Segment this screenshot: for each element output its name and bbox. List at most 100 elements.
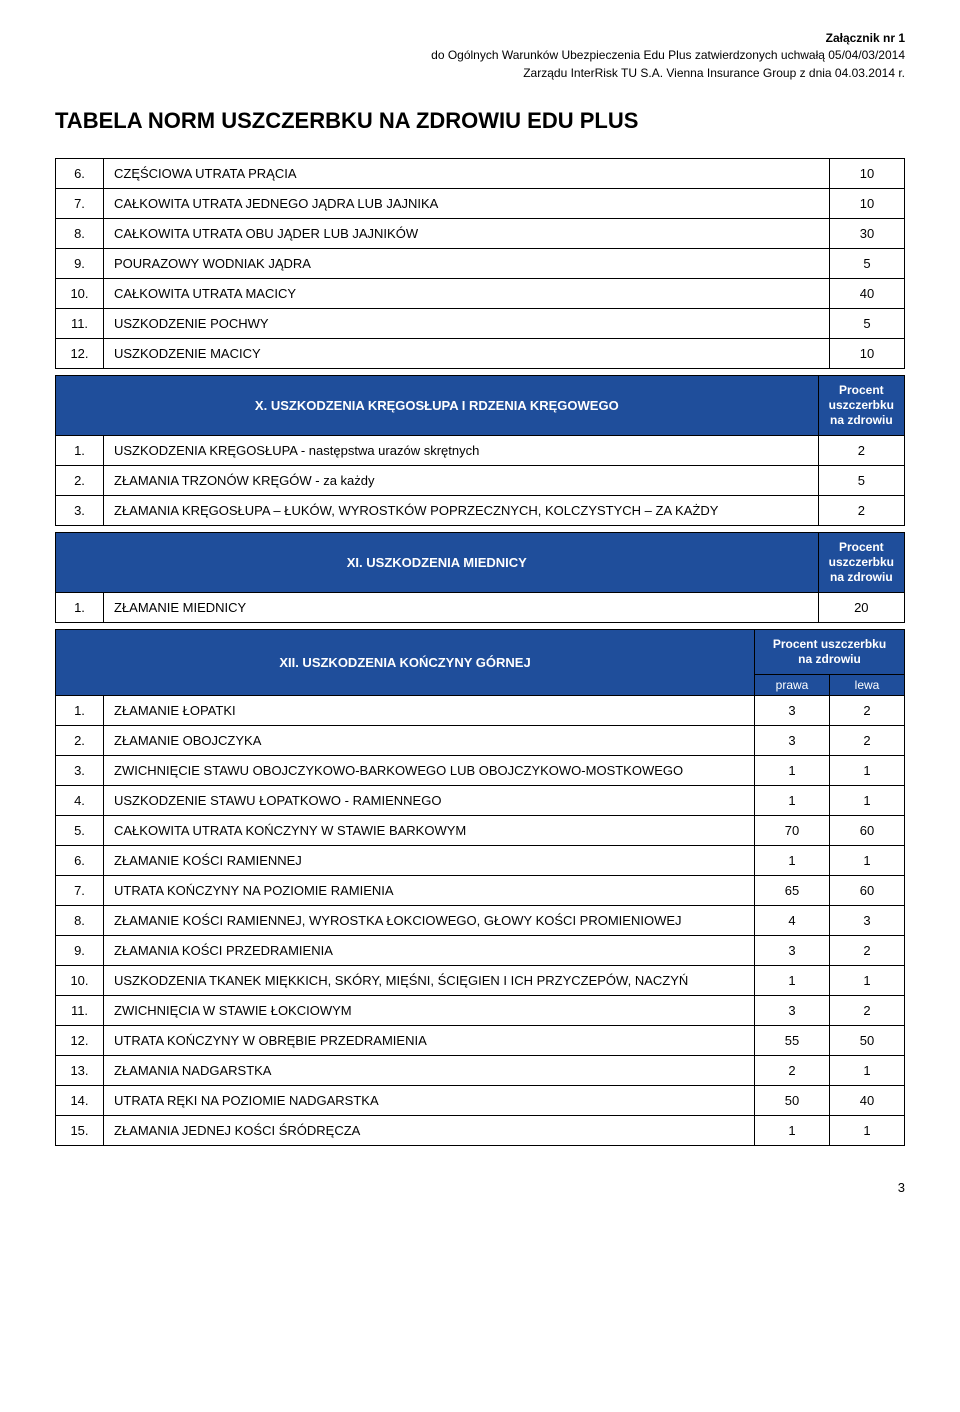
row-text: USZKODZENIA KRĘGOSŁUPA - następstwa uraz… <box>104 436 819 466</box>
row-value-lewa: 1 <box>830 846 905 876</box>
row-text: CAŁKOWITA UTRATA KOŃCZYNY W STAWIE BARKO… <box>104 816 755 846</box>
row-index: 8. <box>56 219 104 249</box>
row-text: CAŁKOWITA UTRATA JEDNEGO JĄDRA LUB JAJNI… <box>104 189 830 219</box>
row-index: 8. <box>56 906 104 936</box>
row-value-prawa: 70 <box>755 816 830 846</box>
row-value-prawa: 65 <box>755 876 830 906</box>
table-row: 14.UTRATA RĘKI NA POZIOMIE NADGARSTKA504… <box>56 1086 905 1116</box>
row-text: ZŁAMANIA KRĘGOSŁUPA – ŁUKÓW, WYROSTKÓW P… <box>104 496 819 526</box>
row-value-prawa: 3 <box>755 996 830 1026</box>
table-row: 4.USZKODZENIE STAWU ŁOPATKOWO - RAMIENNE… <box>56 786 905 816</box>
row-text: ZŁAMANIE OBOJCZYKA <box>104 726 755 756</box>
row-value-prawa: 3 <box>755 726 830 756</box>
row-text: CZĘŚCIOWA UTRATA PRĄCIA <box>104 159 830 189</box>
row-text: ZŁAMANIE MIEDNICY <box>104 593 819 623</box>
row-text: ZWICHNIĘCIA W STAWIE ŁOKCIOWYM <box>104 996 755 1026</box>
table-section-continued: 6.CZĘŚCIOWA UTRATA PRĄCIA107.CAŁKOWITA U… <box>55 158 905 369</box>
row-text: UTRATA KOŃCZYNY NA POZIOMIE RAMIENIA <box>104 876 755 906</box>
row-value-lewa: 60 <box>830 816 905 846</box>
header-line1: Załącznik nr 1 <box>55 30 905 47</box>
row-text: USZKODZENIE MACICY <box>104 339 830 369</box>
table-row: 10.CAŁKOWITA UTRATA MACICY40 <box>56 279 905 309</box>
row-text: CAŁKOWITA UTRATA MACICY <box>104 279 830 309</box>
row-value-lewa: 50 <box>830 1026 905 1056</box>
row-text: CAŁKOWITA UTRATA OBU JĄDER LUB JAJNIKÓW <box>104 219 830 249</box>
table-row: 10.USZKODZENIA TKANEK MIĘKKICH, SKÓRY, M… <box>56 966 905 996</box>
row-index: 15. <box>56 1116 104 1146</box>
table-row: 2.ZŁAMANIE OBOJCZYKA32 <box>56 726 905 756</box>
row-text: USZKODZENIA TKANEK MIĘKKICH, SKÓRY, MIĘŚ… <box>104 966 755 996</box>
table-row: 1.ZŁAMANIE ŁOPATKI32 <box>56 696 905 726</box>
section-x-right: Procent uszczerbku na zdrowiu <box>818 376 904 436</box>
row-text: ZWICHNIĘCIE STAWU OBOJCZYKOWO-BARKOWEGO … <box>104 756 755 786</box>
table-row: 15.ZŁAMANIA JEDNEJ KOŚCI ŚRÓDRĘCZA11 <box>56 1116 905 1146</box>
row-index: 3. <box>56 496 104 526</box>
row-index: 10. <box>56 279 104 309</box>
row-value: 5 <box>830 249 905 279</box>
table-row: 3.ZŁAMANIA KRĘGOSŁUPA – ŁUKÓW, WYROSTKÓW… <box>56 496 905 526</box>
table-row: 9.POURAZOWY WODNIAK JĄDRA5 <box>56 249 905 279</box>
row-value-prawa: 1 <box>755 1116 830 1146</box>
row-index: 1. <box>56 696 104 726</box>
table-row: 9.ZŁAMANIA KOŚCI PRZEDRAMIENIA32 <box>56 936 905 966</box>
row-text: ZŁAMANIE KOŚCI RAMIENNEJ, WYROSTKA ŁOKCI… <box>104 906 755 936</box>
row-index: 2. <box>56 466 104 496</box>
table-row: 6.ZŁAMANIE KOŚCI RAMIENNEJ11 <box>56 846 905 876</box>
row-value-prawa: 2 <box>755 1056 830 1086</box>
header-line3: Zarządu InterRisk TU S.A. Vienna Insuran… <box>55 65 905 82</box>
row-text: ZŁAMANIA NADGARSTKA <box>104 1056 755 1086</box>
row-value-lewa: 1 <box>830 756 905 786</box>
table-row: 7.CAŁKOWITA UTRATA JEDNEGO JĄDRA LUB JAJ… <box>56 189 905 219</box>
row-value: 2 <box>818 436 904 466</box>
page-title: TABELA NORM USZCZERBKU NA ZDROWIU EDU PL… <box>55 108 905 134</box>
table-row: 7.UTRATA KOŃCZYNY NA POZIOMIE RAMIENIA65… <box>56 876 905 906</box>
subhead-lewa: lewa <box>830 675 905 696</box>
table-row: 1.ZŁAMANIE MIEDNICY20 <box>56 593 905 623</box>
row-text: ZŁAMANIE KOŚCI RAMIENNEJ <box>104 846 755 876</box>
header-line2: do Ogólnych Warunków Ubezpieczenia Edu P… <box>55 47 905 64</box>
row-value-lewa: 2 <box>830 696 905 726</box>
row-index: 13. <box>56 1056 104 1086</box>
row-value: 5 <box>830 309 905 339</box>
row-index: 11. <box>56 996 104 1026</box>
row-index: 2. <box>56 726 104 756</box>
row-value-lewa: 1 <box>830 786 905 816</box>
row-value-prawa: 3 <box>755 696 830 726</box>
row-index: 6. <box>56 846 104 876</box>
row-value-prawa: 4 <box>755 906 830 936</box>
section-xii-header: XII. USZKODZENIA KOŃCZYNY GÓRNEJ Procent… <box>56 630 905 675</box>
row-text: POURAZOWY WODNIAK JĄDRA <box>104 249 830 279</box>
row-value-prawa: 3 <box>755 936 830 966</box>
section-xi-header: XI. USZKODZENIA MIEDNICY Procent uszczer… <box>56 533 905 593</box>
section-xii-right: Procent uszczerbku na zdrowiu <box>755 630 905 675</box>
row-text: USZKODZENIE STAWU ŁOPATKOWO - RAMIENNEGO <box>104 786 755 816</box>
table-row: 13.ZŁAMANIA NADGARSTKA21 <box>56 1056 905 1086</box>
table-row: 2.ZŁAMANIA TRZONÓW KRĘGÓW - za każdy5 <box>56 466 905 496</box>
row-text: ZŁAMANIA JEDNEJ KOŚCI ŚRÓDRĘCZA <box>104 1116 755 1146</box>
row-value-lewa: 1 <box>830 966 905 996</box>
row-text: USZKODZENIE POCHWY <box>104 309 830 339</box>
table-row: 12.UTRATA KOŃCZYNY W OBRĘBIE PRZEDRAMIEN… <box>56 1026 905 1056</box>
table-section-xii: XII. USZKODZENIA KOŃCZYNY GÓRNEJ Procent… <box>55 629 905 1146</box>
row-value: 20 <box>818 593 904 623</box>
row-value-prawa: 1 <box>755 846 830 876</box>
row-index: 6. <box>56 159 104 189</box>
row-index: 10. <box>56 966 104 996</box>
row-value: 10 <box>830 189 905 219</box>
row-index: 9. <box>56 936 104 966</box>
doc-header: Załącznik nr 1 do Ogólnych Warunków Ubez… <box>55 30 905 82</box>
row-index: 1. <box>56 436 104 466</box>
row-value-lewa: 3 <box>830 906 905 936</box>
table-row: 11.USZKODZENIE POCHWY5 <box>56 309 905 339</box>
section-xii-title: XII. USZKODZENIA KOŃCZYNY GÓRNEJ <box>56 630 755 696</box>
section-x-title: X. USZKODZENIA KRĘGOSŁUPA I RDZENIA KRĘG… <box>56 376 819 436</box>
row-index: 12. <box>56 1026 104 1056</box>
row-index: 7. <box>56 876 104 906</box>
row-value-prawa: 50 <box>755 1086 830 1116</box>
row-value: 30 <box>830 219 905 249</box>
row-text: UTRATA RĘKI NA POZIOMIE NADGARSTKA <box>104 1086 755 1116</box>
row-value-lewa: 2 <box>830 996 905 1026</box>
row-index: 9. <box>56 249 104 279</box>
row-value-prawa: 1 <box>755 966 830 996</box>
section-xi-right: Procent uszczerbku na zdrowiu <box>818 533 904 593</box>
